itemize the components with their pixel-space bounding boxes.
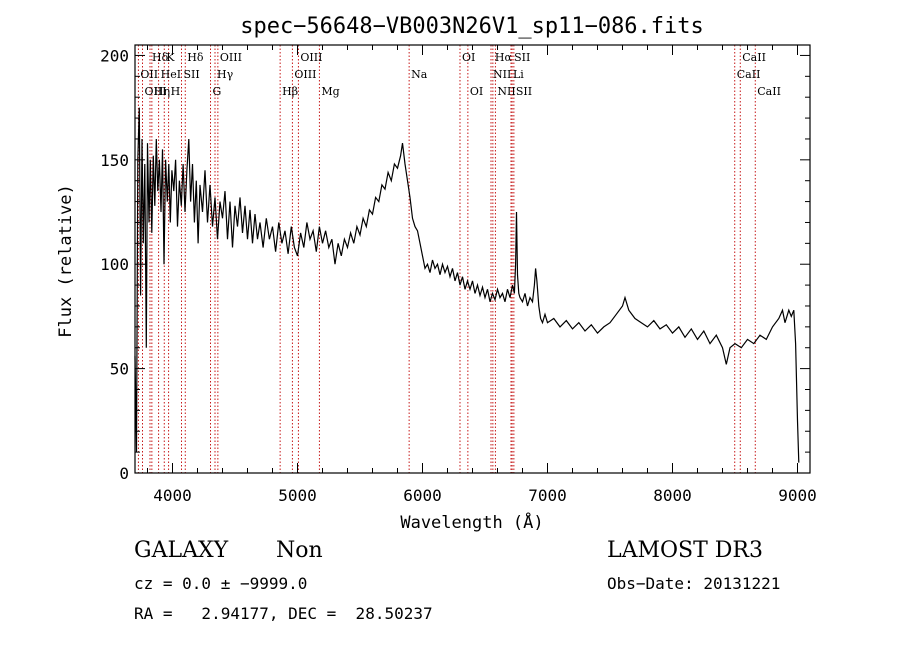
y-tick-label-4: 200 <box>100 46 129 65</box>
line-label-16: Li <box>513 68 524 81</box>
emission-line-markers <box>137 45 756 473</box>
y-tick-label-0: 0 <box>119 464 129 483</box>
line-label-21: G <box>213 85 222 98</box>
line-label-14: Na <box>411 68 428 81</box>
observation-date: Obs−Date: 20131221 <box>607 574 781 593</box>
x-tick-label-1: 5000 <box>278 486 317 505</box>
line-label-26: SII <box>516 85 532 98</box>
y-axis-label: Flux (relative) <box>56 184 76 338</box>
y-tick-label-1: 50 <box>110 360 129 379</box>
x-axis-ticks: 4000 5000 6000 7000 8000 9000 <box>147 45 817 505</box>
line-label-2: Hδ <box>187 51 204 64</box>
line-label-20: H <box>171 85 181 98</box>
line-label-4: OIII <box>300 51 322 64</box>
line-label-5: OI <box>462 51 475 64</box>
spectrum-line <box>134 107 800 463</box>
line-label-22: Hβ <box>282 85 298 98</box>
line-label-3: OIII <box>220 51 242 64</box>
y-tick-label-2: 100 <box>100 255 129 274</box>
line-label-25: NII <box>497 85 515 98</box>
line-label-9: OII <box>140 68 158 81</box>
line-label-0: Hδ <box>152 51 169 64</box>
line-label-23: Mg <box>321 85 339 98</box>
redshift-readout: cz = 0.0 ± −9999.0 <box>134 574 308 593</box>
line-label-10: HeI <box>161 68 181 81</box>
survey-name: LAMOST DR3 <box>607 538 763 563</box>
y-tick-label-3: 150 <box>100 151 129 170</box>
line-label-6: Hα <box>495 51 513 64</box>
line-label-12: Hγ <box>217 68 234 81</box>
line-label-17: CaII <box>737 68 761 81</box>
x-axis-label: Wavelength (Å) <box>400 511 543 533</box>
line-label-19: Hη <box>154 85 170 98</box>
line-label-1: K <box>166 51 175 64</box>
chart-title: spec−56648−VB003N26V1_sp11−086.fits <box>240 14 704 39</box>
y-axis-ticks: 0 50 100 150 200 <box>100 46 810 483</box>
line-label-11: SII <box>184 68 200 81</box>
x-tick-label-2: 6000 <box>403 486 442 505</box>
line-label-24: OI <box>470 85 483 98</box>
object-subclass: Non <box>276 538 323 563</box>
line-label-15: NII <box>493 68 511 81</box>
line-label-13: OIII <box>294 68 316 81</box>
line-label-8: CaII <box>742 51 766 64</box>
line-label-7: SII <box>514 51 530 64</box>
object-class: GALAXY <box>134 538 229 563</box>
ra-dec-readout: RA = 2.94177, DEC = 28.50237 <box>134 604 433 623</box>
line-label-27: CaII <box>757 85 781 98</box>
x-tick-label-0: 4000 <box>153 486 192 505</box>
plot-frame <box>134 44 811 474</box>
x-tick-label-5: 9000 <box>778 486 817 505</box>
line-label-18: OIII <box>145 85 167 98</box>
x-tick-label-4: 8000 <box>653 486 692 505</box>
x-tick-label-3: 7000 <box>528 486 567 505</box>
